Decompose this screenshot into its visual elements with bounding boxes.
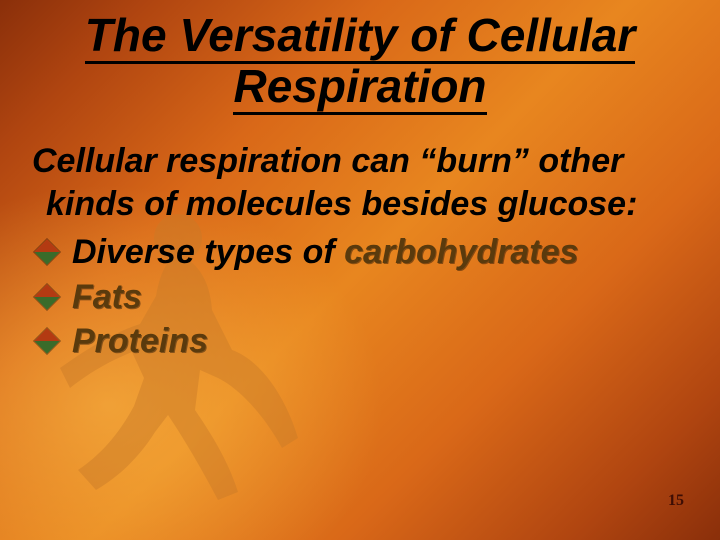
page-number: 15 — [668, 492, 684, 510]
diamond-bullet-icon — [34, 284, 59, 309]
list-item: Diverse types of carbohydrates — [72, 231, 688, 274]
list-item: Fats — [72, 276, 688, 319]
bullet-keyword: carbohydrates — [344, 233, 578, 271]
diamond-bullet-icon — [34, 328, 59, 353]
bullet-keyword: Proteins — [72, 322, 208, 360]
bullet-prefix: Diverse types of — [72, 233, 344, 271]
bullet-keyword: Fats — [72, 278, 142, 316]
slide-title: The Versatility of Cellular Respiration — [0, 10, 720, 111]
intro-text: Cellular respiration can “burn” other ki… — [32, 140, 688, 225]
bullet-list: Diverse types of carbohydrates Fats Prot… — [32, 231, 688, 363]
list-item: Proteins — [72, 320, 688, 363]
title-line-2: Respiration — [233, 60, 486, 115]
slide: The Versatility of Cellular Respiration … — [0, 0, 720, 540]
title-line-1: The Versatility of Cellular — [85, 9, 635, 64]
diamond-bullet-icon — [34, 239, 59, 264]
slide-body: Cellular respiration can “burn” other ki… — [32, 140, 688, 365]
